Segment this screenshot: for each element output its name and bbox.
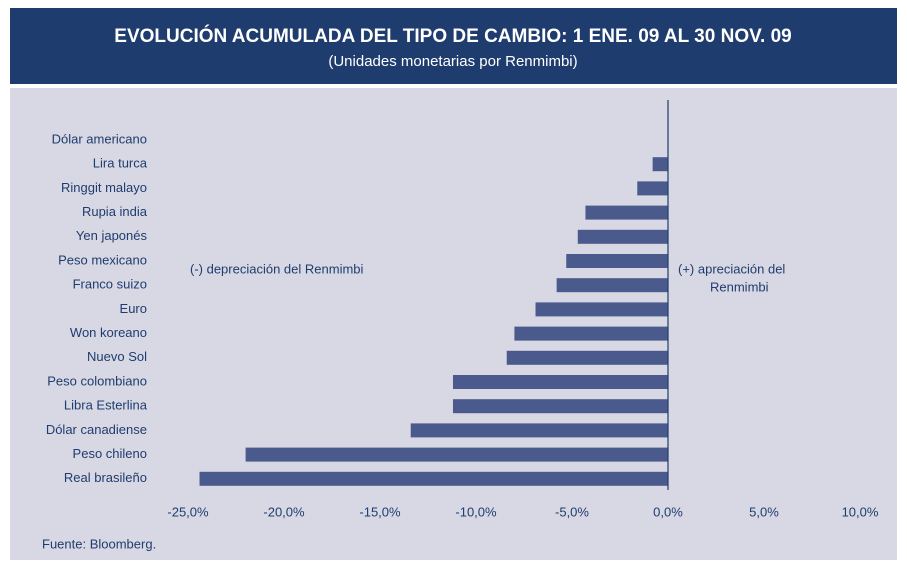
y-tick-label: Franco suizo	[73, 277, 147, 292]
x-tick-label: -20,0%	[263, 504, 305, 519]
y-tick-label: Libra Esterlina	[64, 398, 148, 413]
y-tick-label: Peso chileno	[73, 446, 147, 461]
x-tick-label: -15,0%	[359, 504, 401, 519]
bar	[556, 278, 668, 293]
bar	[199, 471, 668, 486]
y-tick-label: Dólar americano	[52, 131, 147, 146]
bar	[506, 350, 668, 365]
bar	[452, 375, 668, 389]
y-tick-label: Dólar canadiense	[46, 422, 147, 437]
bar	[245, 447, 668, 462]
x-tick-label: -25,0%	[167, 504, 209, 519]
bar	[410, 423, 668, 438]
bar	[585, 205, 668, 220]
chart-title: EVOLUCIÓN ACUMULADA DEL TIPO DE CAMBIO: …	[114, 25, 791, 47]
header-band	[10, 8, 897, 84]
bar	[514, 326, 668, 341]
y-tick-label: Nuevo Sol	[87, 349, 147, 364]
bar	[652, 157, 668, 172]
annotation: (-) depreciación del Renmimbi	[190, 261, 364, 276]
y-tick-label: Real brasileño	[64, 470, 147, 485]
x-tick-label: -10,0%	[455, 504, 497, 519]
annotation: Renmimbi	[710, 279, 769, 294]
bar	[452, 399, 668, 414]
bar	[577, 229, 668, 244]
bar	[535, 302, 668, 317]
y-tick-label: Peso mexicano	[58, 252, 147, 267]
y-tick-label: Ringgit malayo	[61, 180, 147, 195]
y-tick-label: Won koreano	[70, 325, 147, 340]
y-tick-label: Peso colombiano	[47, 373, 147, 388]
x-tick-label: -5,0%	[555, 504, 589, 519]
bar	[637, 181, 668, 196]
x-tick-label: 0,0%	[653, 504, 683, 519]
bar	[566, 254, 668, 268]
y-tick-label: Lira turca	[93, 156, 148, 171]
x-tick-label: 5,0%	[749, 504, 779, 519]
source-note: Fuente: Bloomberg.	[42, 536, 156, 551]
y-tick-label: Rupia india	[82, 204, 148, 219]
annotation: (+) apreciación del	[678, 261, 785, 276]
y-tick-label: Yen japonés	[76, 228, 148, 243]
y-tick-label: Euro	[120, 301, 147, 316]
chart-subtitle: (Unidades monetarias por Renmimbi)	[328, 53, 577, 70]
x-tick-label: 10,0%	[842, 504, 879, 519]
